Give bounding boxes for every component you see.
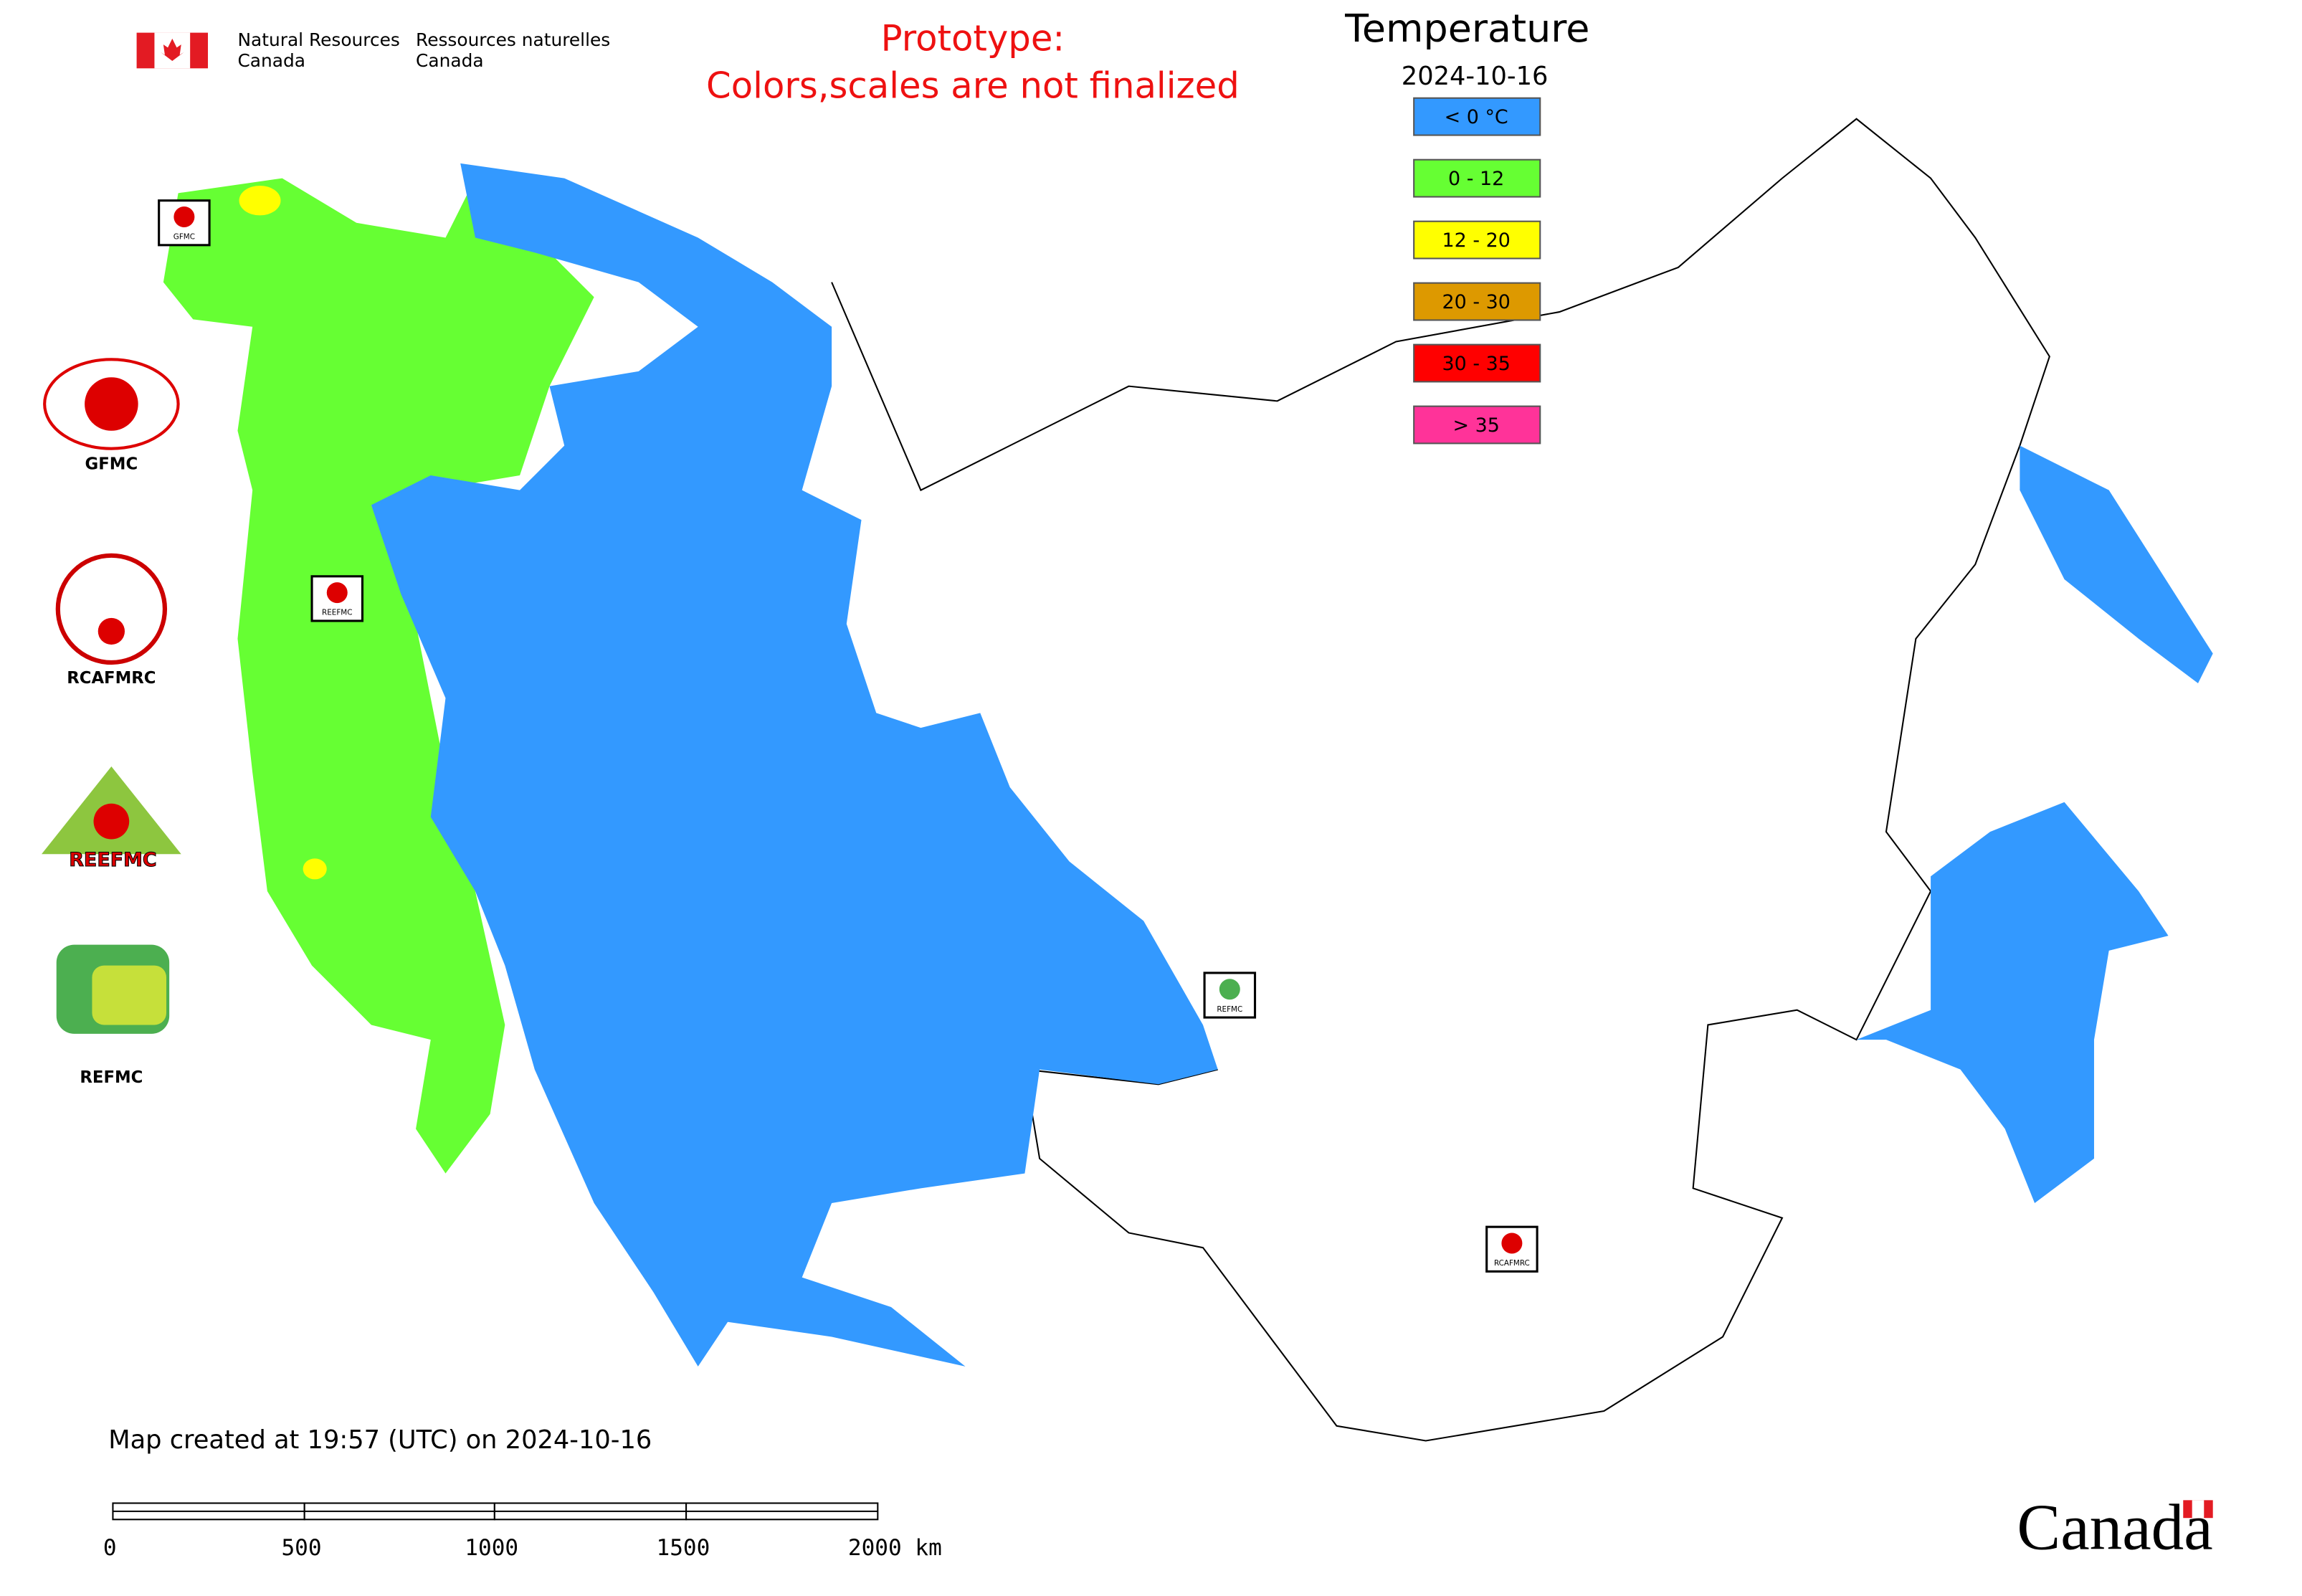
legend-label: 12 - 20 [1442,229,1511,252]
warning: Prototype: [881,17,1065,59]
legend-title: Temperature [1344,6,1589,51]
region-warm [163,178,594,1174]
logo-label: RCAFMRC [67,669,156,688]
station-icon [326,582,348,604]
legend-label: 20 - 30 [1442,291,1511,313]
created-note: Map created at 19:57 (UTC) on 2024-10-16 [108,1425,652,1455]
region-cold [371,163,1218,1367]
scale-label: 500 [281,1535,321,1561]
legend-swatch [1413,405,1541,445]
station-icon [1501,1232,1523,1254]
logo-label: REEFMC [69,849,156,871]
legend-label: < 0 °C [1445,106,1508,128]
legend-swatch [1413,343,1541,383]
legend-swatch [1413,97,1541,136]
station-icon [1219,979,1240,1000]
org-fr: Ressources naturelles [416,29,610,50]
legend-label: > 35 [1452,414,1499,437]
station-label: GFMC [173,233,195,242]
map [163,118,2213,1442]
legend-date: 2024-10-16 [1402,62,1549,91]
scale-label: 1000 [465,1535,518,1561]
legend-swatch [1413,220,1541,260]
region-mild [303,858,327,880]
logo-rcafmrc [55,553,168,665]
org-en: Natural Resources [237,29,399,50]
scale-label: 2000 km [848,1535,942,1561]
station-label: RCAFMRC [1494,1259,1530,1268]
logo-reefmc [42,766,181,855]
station-label: REFMC [1217,1005,1242,1014]
canada-wordmark: Canada [2017,1491,2212,1564]
legend-swatch [1413,158,1541,198]
scale-label: 0 [103,1535,117,1561]
region-mild [239,185,281,216]
station-label: REEFMC [322,609,352,617]
logo-label: REFMC [80,1068,143,1087]
org-en: Canada [237,50,305,71]
wordmark-flag [2192,1500,2205,1519]
region-cold [2020,445,2213,683]
logo-refmc [56,944,170,1034]
legend-label: 30 - 35 [1442,353,1511,375]
legend-swatch [1413,282,1541,321]
logo-label: GFMC [85,455,138,474]
legend-label: 0 - 12 [1448,168,1504,190]
logo-gfmc [43,358,180,450]
region-cold [1856,802,2169,1204]
scale-bar: 0 500 1000 1500 2000 km [103,1502,942,1561]
org-fr: Canada [416,50,484,71]
warning: Colors,scales are not finalized [706,65,1240,107]
boundary [831,118,2050,1442]
station-icon [173,206,195,227]
canada-flag [136,32,209,69]
scale-label: 1500 [657,1535,710,1561]
